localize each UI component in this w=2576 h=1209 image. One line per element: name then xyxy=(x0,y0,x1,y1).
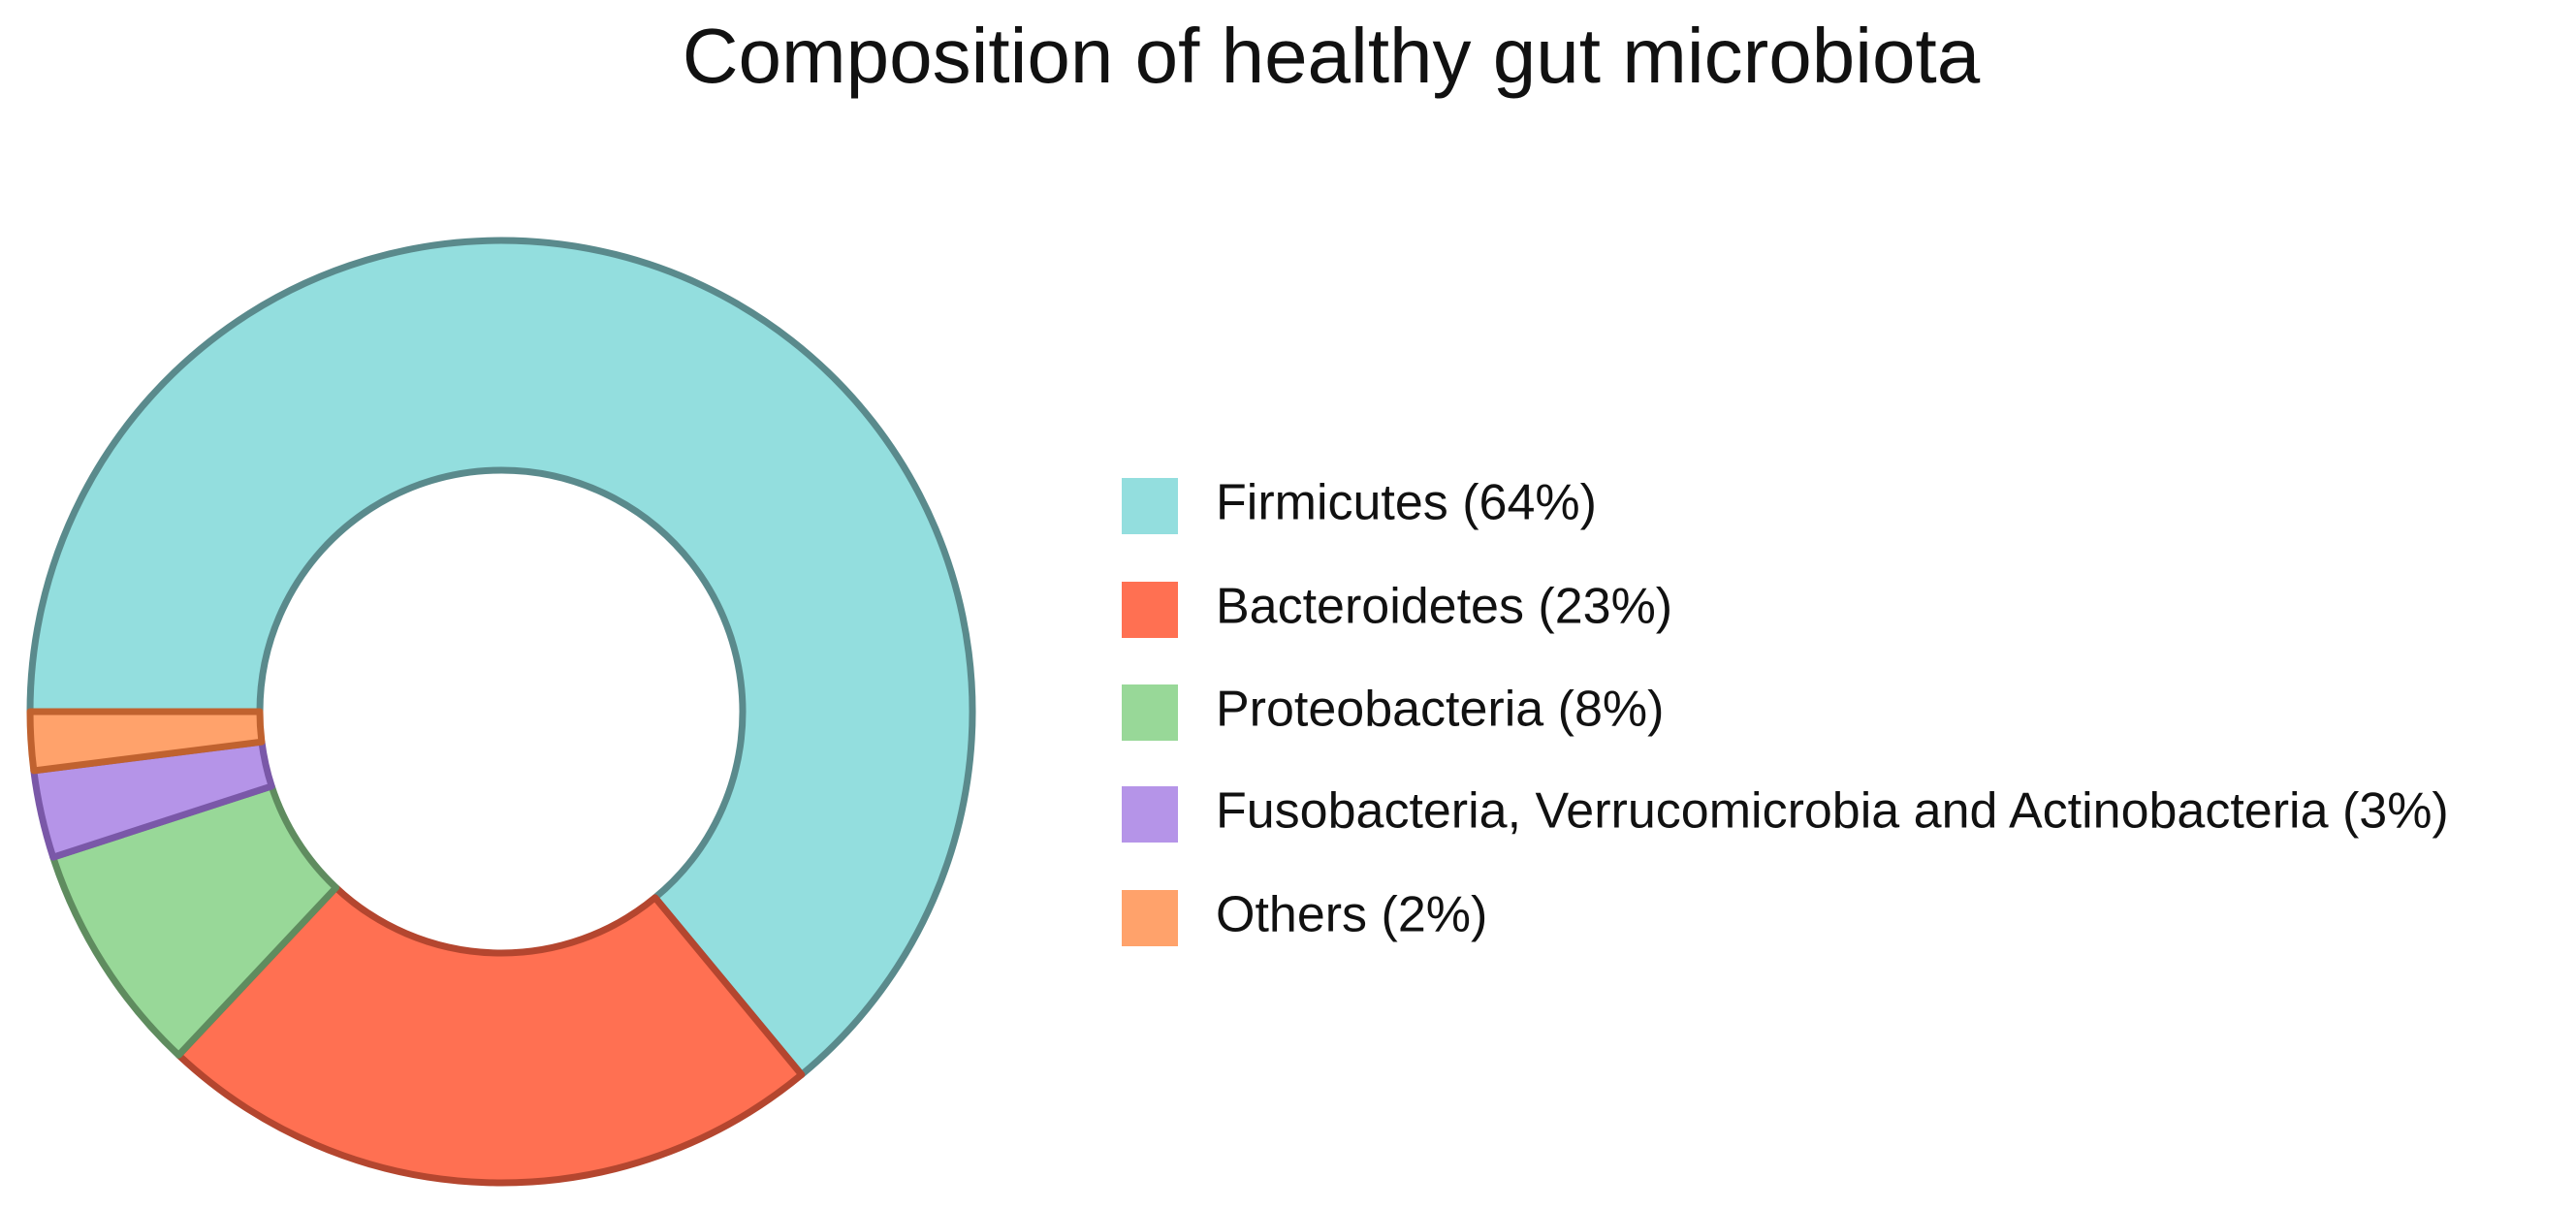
legend-label: Bacteroidetes (23%) xyxy=(1216,579,1672,635)
legend-swatch xyxy=(1122,890,1178,946)
slice xyxy=(26,237,976,1078)
legend-label: Others (2%) xyxy=(1216,887,1487,943)
legend-label: Proteobacteria (8%) xyxy=(1216,682,1664,738)
legend-swatch xyxy=(1122,786,1178,843)
slice xyxy=(26,708,266,775)
legend-swatch xyxy=(1122,582,1178,638)
slice xyxy=(175,884,806,1187)
legend-label: Firmicutes (64%) xyxy=(1216,475,1597,531)
legend-swatch xyxy=(1122,684,1178,741)
legend-label: Fusobacteria, Verrucomicrobia and Actino… xyxy=(1216,783,2449,840)
legend-swatch xyxy=(1122,478,1178,534)
chart-title: Composition of healthy gut microbiota xyxy=(683,13,1981,99)
